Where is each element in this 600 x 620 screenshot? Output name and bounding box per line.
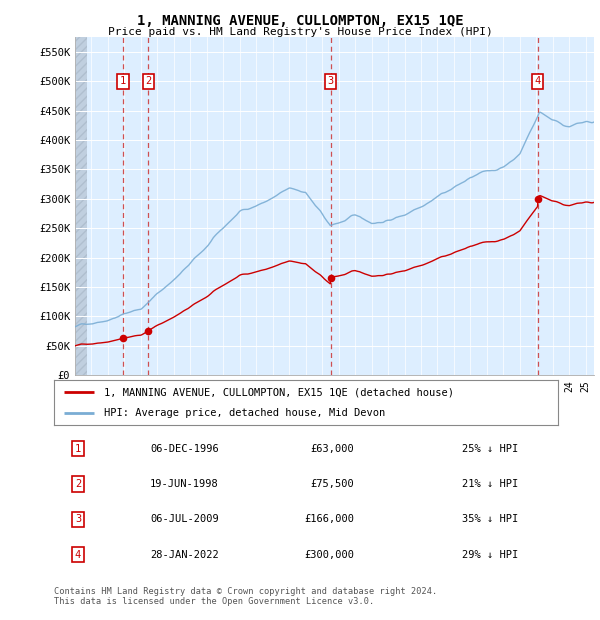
Text: 1: 1 — [120, 76, 126, 86]
Text: Contains HM Land Registry data © Crown copyright and database right 2024.
This d: Contains HM Land Registry data © Crown c… — [54, 587, 437, 606]
Text: 4: 4 — [535, 76, 541, 86]
Text: 1, MANNING AVENUE, CULLOMPTON, EX15 1QE (detached house): 1, MANNING AVENUE, CULLOMPTON, EX15 1QE … — [104, 387, 454, 397]
Text: 06-JUL-2009: 06-JUL-2009 — [150, 514, 219, 525]
Text: 3: 3 — [75, 514, 81, 525]
Text: £166,000: £166,000 — [304, 514, 354, 525]
Text: 21% ↓ HPI: 21% ↓ HPI — [462, 479, 518, 489]
Text: 29% ↓ HPI: 29% ↓ HPI — [462, 549, 518, 560]
Text: 4: 4 — [75, 549, 81, 560]
Text: 06-DEC-1996: 06-DEC-1996 — [150, 443, 219, 454]
Text: 1: 1 — [75, 443, 81, 454]
Text: £75,500: £75,500 — [310, 479, 354, 489]
Text: Price paid vs. HM Land Registry's House Price Index (HPI): Price paid vs. HM Land Registry's House … — [107, 27, 493, 37]
Text: 3: 3 — [328, 76, 334, 86]
Text: 28-JAN-2022: 28-JAN-2022 — [150, 549, 219, 560]
Text: 2: 2 — [145, 76, 152, 86]
Text: 19-JUN-1998: 19-JUN-1998 — [150, 479, 219, 489]
Text: 1, MANNING AVENUE, CULLOMPTON, EX15 1QE: 1, MANNING AVENUE, CULLOMPTON, EX15 1QE — [137, 14, 463, 29]
Text: 35% ↓ HPI: 35% ↓ HPI — [462, 514, 518, 525]
Text: 2: 2 — [75, 479, 81, 489]
Text: £63,000: £63,000 — [310, 443, 354, 454]
Text: 25% ↓ HPI: 25% ↓ HPI — [462, 443, 518, 454]
Text: HPI: Average price, detached house, Mid Devon: HPI: Average price, detached house, Mid … — [104, 407, 386, 418]
Text: £300,000: £300,000 — [304, 549, 354, 560]
